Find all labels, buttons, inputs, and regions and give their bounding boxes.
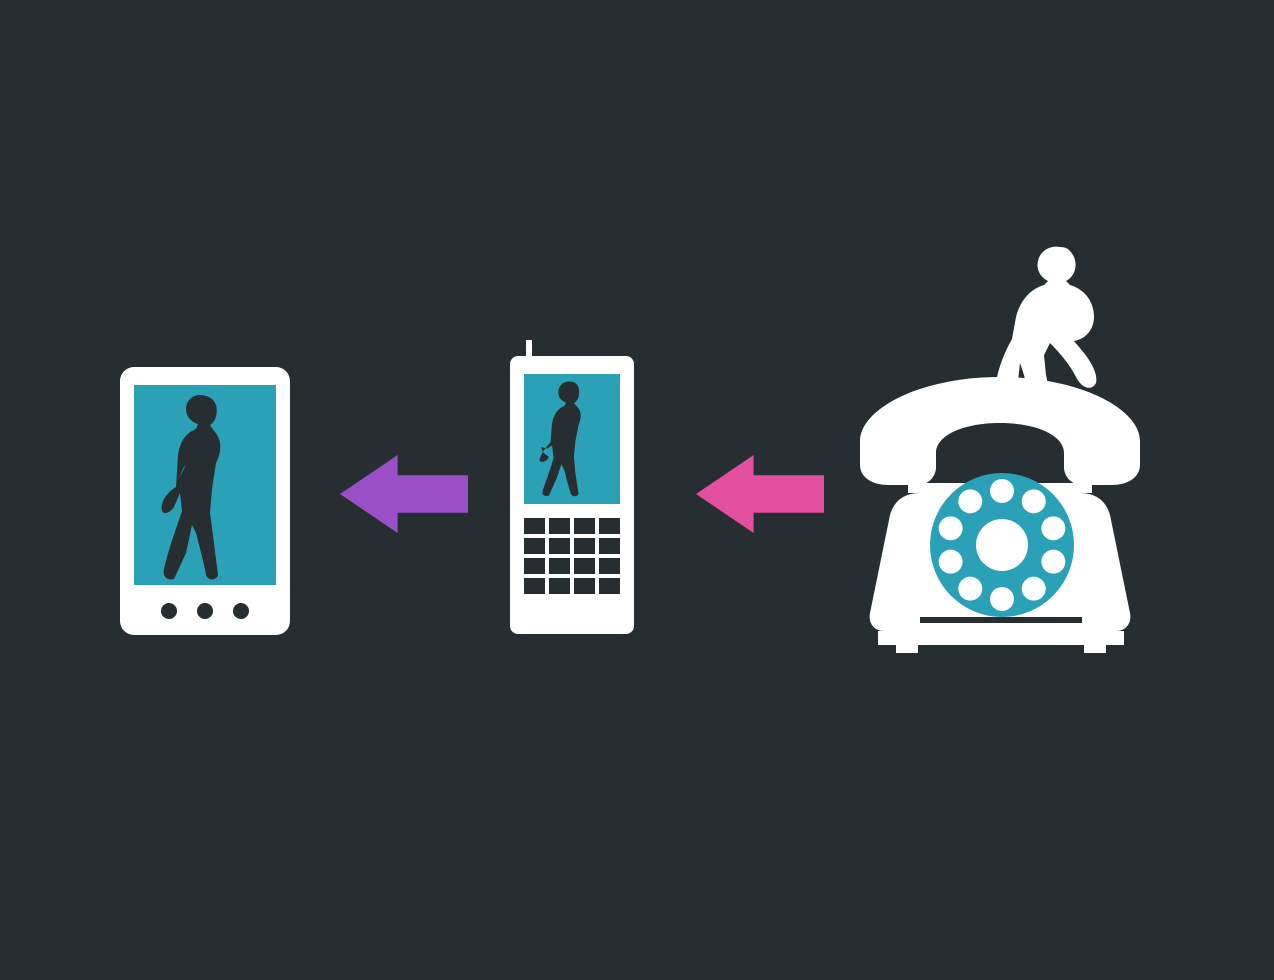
scene-svg [0,0,1274,980]
feature-phone [510,340,634,634]
feature-phone-key [524,538,545,554]
rotary-dial-hole [1041,550,1065,574]
feature-phone-key [574,578,595,594]
smartphone-nav-dot [161,603,177,619]
rotary-dial-hole [990,587,1014,611]
feature-phone-key [574,558,595,574]
rotary-dial-hole [939,516,963,540]
feature-phone-key [549,518,570,534]
feature-phone-key [599,558,620,574]
smartphone [120,367,290,635]
rotary-dial-hole [1041,516,1065,540]
evolution-infographic [0,0,1274,980]
feature-phone-key [599,518,620,534]
rotary-dial-hole [1022,577,1046,601]
rotary-dial-hole [958,577,982,601]
rotary-slot [920,617,1082,623]
feature-phone-key [549,538,570,554]
smartphone-nav-dot [197,603,213,619]
rotary-dial-hole [990,479,1014,503]
rotary-dial-hole [958,489,982,513]
feature-phone-key [524,578,545,594]
feature-phone-key [599,538,620,554]
rotary-dial-hole [939,550,963,574]
feature-phone-key [599,578,620,594]
smartphone-nav-dot [233,603,249,619]
feature-phone-key [524,518,545,534]
rotary-foot [878,631,1124,645]
rotary-dial [930,473,1074,617]
feature-phone-antenna [526,340,532,356]
feature-phone-key [574,518,595,534]
rotary-dial-hole [1022,489,1046,513]
feature-phone-key [549,558,570,574]
feature-phone-key [549,578,570,594]
feature-phone-key [574,538,595,554]
feature-phone-key [524,558,545,574]
